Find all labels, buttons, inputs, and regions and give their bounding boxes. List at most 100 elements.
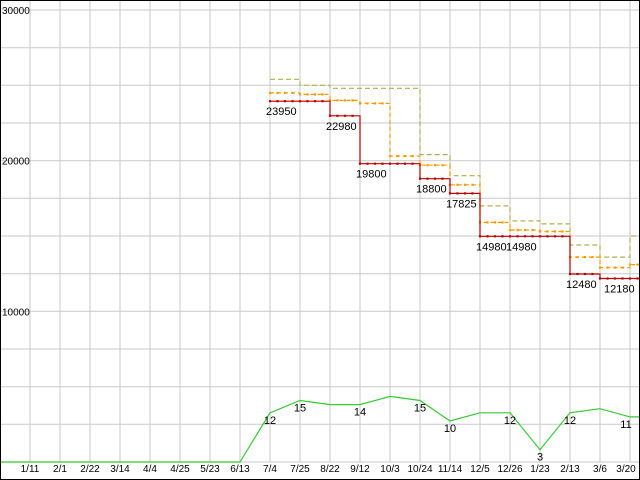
lowest-price-marker (576, 272, 579, 276)
y-axis-labels: 30000 20000 10000 (2, 6, 30, 318)
lowest-price-marker (583, 272, 587, 276)
average-price-marker (621, 266, 624, 269)
average-price-marker (388, 155, 392, 158)
lowest-price-marker (538, 235, 542, 238)
series-average-price (268, 91, 640, 269)
gridlines (0, 0, 640, 463)
lowest-price-marker (313, 100, 317, 103)
average-price-marker (508, 228, 512, 232)
lowest-price-marker (613, 277, 617, 280)
x-axis-tick-label: 7/4 (263, 464, 277, 475)
lowest-price-marker (291, 100, 294, 103)
x-axis-tick-label: 2/22 (80, 464, 100, 475)
lowest-price-marker (433, 177, 437, 180)
store-count-value-label: 10 (444, 423, 456, 435)
average-price-marker (426, 164, 429, 167)
average-price-marker (321, 93, 324, 96)
average-price-marker (636, 263, 639, 266)
average-price-marker (381, 102, 384, 105)
average-price-marker (298, 93, 302, 96)
lowest-price-marker (441, 177, 444, 180)
lowest-price-marker (628, 277, 632, 280)
lowest-price-marker (343, 114, 347, 117)
average-price-marker (516, 228, 519, 232)
lowest-price-marker (298, 100, 302, 103)
store-count-value-label: 14 (354, 407, 366, 419)
lowest-price-marker (268, 100, 272, 103)
x-axis-tick-label: 11/14 (438, 464, 463, 475)
average-price-marker (396, 155, 399, 158)
average-price-marker (456, 183, 459, 186)
average-price-marker (283, 91, 287, 94)
lowest-price-marker (561, 235, 564, 238)
lowest-price-marker (463, 192, 467, 195)
lowest-price-marker (306, 100, 309, 103)
x-axis-labels: 1/11 2/1 2/22 3/14 4/4 4/25 5/23 6/13 7/4 7/25 8/2… (21, 464, 637, 475)
lowest-price-marker (508, 235, 512, 238)
store-count-value-label: 12 (564, 415, 576, 427)
lowest-price-marker (523, 235, 527, 238)
x-axis-tick-label: 10/3 (380, 464, 400, 475)
average-price-marker (276, 91, 279, 94)
lowest-price-value-label: 22980 (326, 121, 357, 133)
average-price-line (270, 92, 640, 269)
x-axis-tick-label: 10/24 (407, 464, 432, 475)
average-price-marker (366, 102, 369, 105)
lowest-price-marker (396, 162, 399, 165)
lowest-price-marker (321, 100, 324, 103)
average-price-marker (613, 266, 617, 269)
average-price-marker (268, 91, 272, 94)
x-axis-tick-label: 4/4 (143, 464, 157, 475)
lowest-price-marker (418, 177, 422, 180)
x-axis-tick-label: 1/23 (530, 464, 550, 475)
average-price-marker (493, 221, 497, 224)
lowest-price-marker (456, 192, 459, 195)
average-price-marker (291, 91, 294, 94)
x-axis-tick-label: 7/25 (290, 464, 310, 475)
average-price-marker (546, 230, 549, 233)
average-price-marker (561, 230, 564, 233)
lowest-price-marker (351, 114, 354, 117)
x-axis-tick-label: 2/1 (53, 464, 67, 475)
average-price-marker (306, 93, 309, 96)
x-axis-tick-label: 2/13 (560, 464, 580, 475)
lowest-price-marker (426, 177, 429, 180)
average-price-marker (313, 93, 317, 96)
lowest-price-marker (276, 100, 279, 103)
x-axis-tick-label: 3/14 (110, 464, 130, 475)
lowest-price-marker (501, 235, 504, 238)
series-lowest-price: 23950 22980 19800 18800 17825 14980 14980 12480… (266, 100, 640, 295)
average-price-marker (598, 266, 602, 269)
lowest-price-value-label: 19800 (356, 169, 387, 181)
y-axis-tick-label: 20000 (2, 157, 30, 168)
x-axis-tick-label: 6/13 (230, 464, 250, 475)
average-price-marker (486, 221, 489, 224)
y-axis-tick-label: 30000 (2, 6, 30, 17)
average-price-marker (328, 99, 332, 102)
series-store-count: 12 15 14 15 10 12 3 12 11 (0, 395, 640, 464)
lowest-price-marker (328, 114, 332, 117)
average-price-marker (583, 256, 587, 259)
average-price-marker (628, 263, 632, 266)
lowest-price-marker (568, 272, 572, 276)
lowest-price-marker (606, 277, 609, 280)
average-price-marker (576, 256, 579, 259)
average-price-marker (591, 256, 594, 259)
average-price-marker (403, 155, 407, 158)
store-count-value-label: 15 (414, 403, 426, 415)
store-count-value-label: 12 (504, 415, 516, 427)
x-axis-tick-label: 3/20 (616, 464, 636, 475)
x-axis-tick-label: 8/22 (320, 464, 340, 475)
average-price-marker (553, 230, 557, 233)
lowest-price-value-label: 17825 (446, 198, 477, 210)
average-price-marker (373, 102, 377, 105)
average-price-marker (336, 99, 339, 102)
series-highest-price (270, 78, 640, 258)
store-count-line (0, 395, 640, 463)
lowest-price-marker (283, 100, 287, 103)
average-price-marker (411, 155, 414, 158)
average-price-marker (538, 230, 542, 233)
lowest-price-marker (553, 235, 557, 238)
